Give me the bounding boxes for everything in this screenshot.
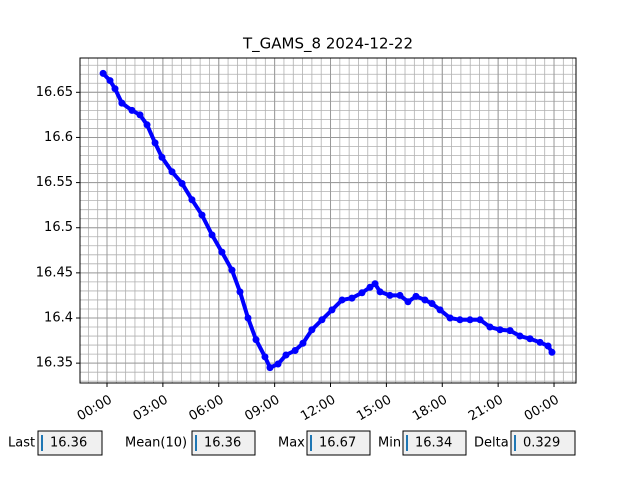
point: [358, 289, 366, 297]
point: [404, 298, 412, 306]
point: [158, 153, 166, 161]
point: [111, 85, 119, 93]
x-tick-label: 06:00: [187, 393, 227, 425]
text-box[interactable]: [191, 430, 256, 456]
point: [544, 342, 552, 350]
x-tick-label: 03:00: [131, 393, 171, 425]
x-tick-label: 09:00: [242, 393, 282, 425]
point: [421, 296, 429, 304]
x-tick-label: 12:00: [298, 393, 338, 425]
point: [188, 196, 196, 204]
x-tick-label: 00:00: [75, 393, 115, 425]
widget-label: Max: [278, 436, 305, 451]
point: [486, 323, 494, 331]
point: [396, 291, 404, 299]
text-box[interactable]: [37, 430, 103, 456]
chart-title: T_GAMS_8 2024-12-22: [242, 35, 413, 54]
point: [496, 326, 504, 334]
point: [168, 168, 176, 176]
x-tick-label: 18:00: [410, 393, 450, 425]
text-box[interactable]: [402, 430, 467, 456]
point: [252, 336, 260, 344]
point: [466, 316, 474, 324]
point: [536, 338, 544, 346]
widget-label: Last: [8, 436, 35, 451]
point: [376, 288, 384, 296]
point: [456, 316, 464, 324]
x-tick-label: 15:00: [354, 393, 394, 425]
point: [151, 139, 159, 147]
point: [106, 77, 114, 85]
x-tick-label: 21:00: [466, 393, 506, 425]
text-box[interactable]: [306, 430, 371, 456]
point: [506, 327, 514, 335]
point: [412, 292, 420, 300]
widget-value: 16.34: [415, 436, 452, 451]
point: [348, 294, 356, 302]
point: [318, 316, 326, 324]
point: [476, 316, 484, 324]
point: [236, 288, 244, 296]
point: [291, 347, 299, 354]
point: [274, 360, 282, 368]
y-tick-label: 16.55: [36, 175, 73, 190]
point: [244, 314, 252, 322]
point: [178, 179, 186, 187]
point: [218, 248, 226, 256]
point: [128, 106, 136, 114]
widget-value: 16.67: [319, 436, 356, 451]
point: [526, 335, 534, 343]
point: [516, 332, 524, 340]
widget-value: 16.36: [204, 436, 241, 451]
point: [446, 314, 454, 322]
widget-label: Min: [378, 436, 401, 451]
y-tick-label: 16.45: [36, 265, 73, 280]
widget-value: 16.36: [50, 436, 87, 451]
y-tick-label: 16.4: [44, 311, 73, 326]
point: [371, 280, 379, 288]
y-tick-label: 16.5: [44, 220, 73, 235]
point: [261, 353, 269, 361]
point: [308, 326, 316, 334]
point: [436, 306, 444, 314]
x-tick-label: 00:00: [522, 393, 562, 425]
point: [228, 266, 236, 274]
point: [282, 351, 290, 359]
widget-label: Mean(10): [125, 436, 187, 451]
point: [366, 283, 374, 291]
point: [208, 231, 216, 239]
plot-frame: [79, 57, 577, 384]
point: [428, 300, 436, 308]
y-tick-label: 16.6: [44, 130, 73, 145]
point: [338, 296, 346, 304]
line: [101, 71, 554, 371]
point: [386, 291, 394, 299]
y-tick-label: 16.65: [36, 85, 73, 100]
point: [328, 306, 336, 314]
point: [118, 99, 126, 107]
widget-value: 0.329: [523, 436, 560, 451]
y-tick-label: 16.35: [36, 356, 73, 371]
point: [198, 211, 206, 219]
point: [548, 348, 556, 356]
widget-label: Delta: [474, 436, 509, 451]
point: [136, 111, 144, 119]
text-box[interactable]: [510, 430, 576, 456]
point: [266, 364, 274, 372]
point: [99, 69, 107, 77]
point: [299, 339, 307, 347]
point: [143, 121, 151, 129]
